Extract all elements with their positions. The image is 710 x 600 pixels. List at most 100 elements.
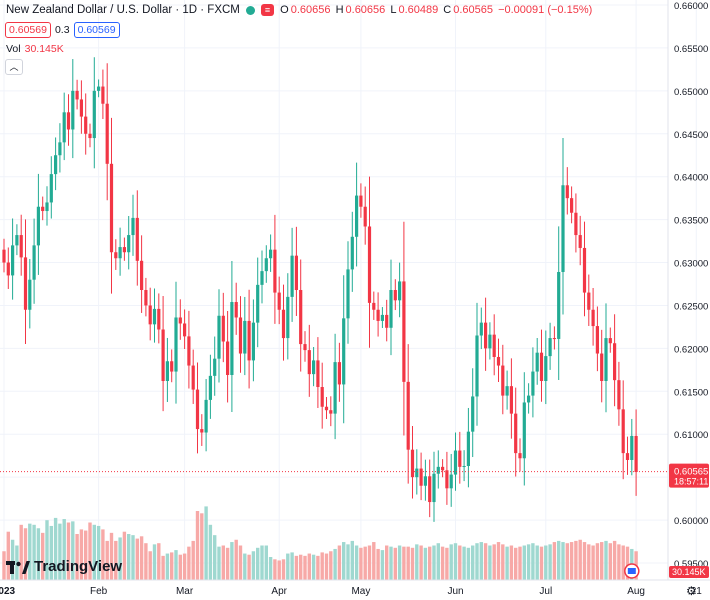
- x-tick-label: Jul: [539, 586, 552, 597]
- candle-body: [247, 320, 251, 361]
- candle-body: [501, 365, 505, 396]
- volume-bar: [268, 557, 273, 580]
- volume-bar: [118, 537, 122, 580]
- high-label: H: [335, 4, 344, 16]
- volume-bar: [32, 524, 36, 580]
- volume-legend[interactable]: Vol 30.145K: [6, 43, 64, 55]
- candle-body: [535, 352, 539, 372]
- y-tick-label: 0.64500: [674, 130, 708, 141]
- tradingview-logo[interactable]: TradingView: [6, 558, 122, 575]
- x-tick-label: May: [351, 586, 370, 597]
- candle-body: [458, 450, 462, 467]
- candle-body: [2, 249, 6, 263]
- candle-body: [432, 473, 436, 503]
- gear-icon[interactable]: ⚙: [686, 584, 697, 598]
- volume-bar: [591, 545, 595, 580]
- candle-body: [161, 329, 165, 382]
- volume-bar: [2, 551, 6, 580]
- candle-body: [260, 271, 264, 285]
- candle-body: [329, 410, 333, 414]
- candle-body: [320, 387, 324, 407]
- volume-bar: [402, 546, 406, 580]
- candle-body: [428, 476, 432, 503]
- volume-bar: [612, 540, 617, 580]
- y-tick-label: 0.62500: [674, 301, 708, 312]
- candle-body: [406, 381, 410, 450]
- candle-body: [617, 380, 621, 410]
- symbol-title[interactable]: New Zealand Dollar / U.S. Dollar · 1D · …: [6, 4, 240, 16]
- candle-body: [496, 356, 501, 366]
- candle-body: [251, 322, 255, 361]
- candle-body: [608, 338, 612, 344]
- volume-value: 30.145K: [24, 43, 64, 55]
- candle-body: [183, 323, 187, 337]
- candle-body: [359, 195, 363, 207]
- candle-body: [492, 334, 496, 357]
- volume-bar: [600, 542, 604, 580]
- volume-bar: [230, 542, 234, 580]
- volume-bar: [565, 543, 569, 580]
- candle-body: [49, 174, 53, 203]
- candlesticks: [2, 57, 638, 522]
- volume-bar: [625, 546, 630, 580]
- volume-bar: [410, 547, 415, 580]
- volume-bar: [303, 555, 307, 580]
- chevron-up-icon[interactable]: ︿: [5, 59, 23, 75]
- volume-bar: [440, 546, 445, 580]
- volume-bar: [109, 532, 114, 580]
- volume-bar: [221, 545, 225, 580]
- volume-bar: [84, 530, 88, 580]
- volume-bar: [36, 528, 41, 580]
- candle-body: [144, 290, 148, 306]
- candle-body: [363, 206, 367, 227]
- volume-bar: [406, 546, 410, 580]
- candle-body: [243, 320, 247, 354]
- volume-bar: [66, 522, 71, 580]
- volume-bar: [243, 553, 247, 580]
- volume-bar: [552, 542, 557, 580]
- candle-body: [58, 142, 62, 156]
- volume-bar: [135, 538, 139, 580]
- volume-bar: [531, 543, 535, 580]
- volume-bar: [342, 542, 346, 580]
- volume-bar: [389, 546, 393, 580]
- candle-body: [45, 202, 49, 212]
- candle-body: [114, 252, 118, 259]
- tradingview-logo-icon: [6, 560, 30, 574]
- volume-bar: [71, 521, 75, 580]
- candle-body: [398, 281, 402, 301]
- candle-body: [514, 413, 518, 454]
- volume-bar: [415, 544, 419, 580]
- y-tick-label: 0.63500: [674, 216, 708, 227]
- y-tick-label: 0.60000: [674, 516, 708, 527]
- candle-body: [488, 334, 492, 349]
- candle-body: [88, 133, 92, 139]
- volume-bar: [428, 546, 432, 580]
- candle-body: [337, 362, 341, 385]
- candle-body: [402, 281, 406, 382]
- candle-body: [28, 279, 32, 310]
- sell-price-button[interactable]: 0.60569: [5, 22, 51, 38]
- candle-body: [355, 195, 359, 237]
- market-status-icon: [245, 5, 255, 15]
- volume-bar: [174, 550, 178, 580]
- volume-bar: [277, 560, 281, 580]
- candle-body: [505, 386, 509, 396]
- y-tick-label: 0.59500: [674, 559, 708, 570]
- volume-bar: [139, 536, 144, 580]
- buy-price-button[interactable]: 0.60569: [73, 22, 120, 38]
- volume-bar: [131, 535, 135, 580]
- volume-bar: [350, 540, 354, 580]
- candle-body: [484, 322, 488, 349]
- volume-bar: [359, 547, 363, 580]
- candle-body: [595, 326, 599, 354]
- candle-body: [445, 470, 449, 489]
- candle-body: [54, 155, 58, 175]
- volume-bar: [208, 524, 213, 580]
- low-value: 0.60489: [398, 4, 439, 16]
- candle-body: [62, 112, 66, 143]
- volume-bar: [621, 545, 625, 580]
- candle-body: [273, 249, 277, 293]
- volume-bar: [367, 545, 372, 580]
